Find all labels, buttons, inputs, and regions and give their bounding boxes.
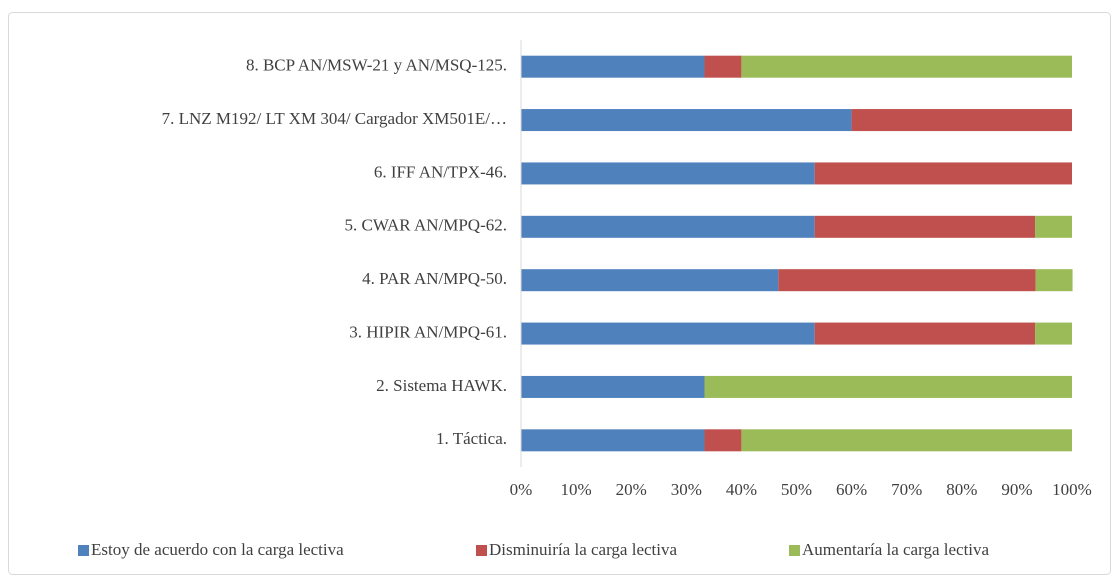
legend-swatch (789, 545, 800, 556)
bar-segment (741, 55, 1072, 78)
bar-segment (1035, 322, 1072, 345)
legend-swatch (78, 545, 89, 556)
bar-segment (521, 162, 815, 185)
x-tick-label: 30% (671, 480, 702, 499)
bar-segment (521, 215, 815, 238)
legend-label: Aumentaría la carga lectiva (802, 540, 990, 559)
x-tick-label: 90% (1001, 480, 1032, 499)
legend-swatch (476, 545, 487, 556)
x-tick-label: 60% (836, 480, 867, 499)
bar-segment (521, 269, 779, 292)
x-tick-label: 80% (946, 480, 977, 499)
bar-segment (778, 269, 1036, 292)
y-tick-label: 6. IFF AN/TPX-46. (374, 162, 507, 181)
x-tick-label: 70% (891, 480, 922, 499)
legend-label: Disminuiría la carga lectiva (489, 540, 677, 559)
bar-segment (814, 322, 1036, 345)
bar-segment (521, 109, 852, 132)
bar-segment (1035, 215, 1072, 238)
bar-segment (704, 429, 742, 452)
bar-segment (704, 375, 1072, 398)
y-tick-label: 7. LNZ M192/ LT XM 304/ Cargador XM501E/… (162, 109, 507, 128)
bar-segment (521, 375, 705, 398)
y-tick-label: 8. BCP AN/MSW-21 y AN/MSQ-125. (246, 56, 507, 75)
y-tick-label: 1. Táctica. (436, 429, 507, 448)
bar-segment (521, 429, 705, 452)
x-tick-label: 0% (510, 480, 533, 499)
bar-segment (521, 322, 815, 345)
bar-segment (814, 162, 1072, 185)
y-tick-label: 4. PAR AN/MPQ-50. (362, 269, 507, 288)
x-tick-label: 100% (1052, 480, 1092, 499)
x-tick-label: 50% (781, 480, 812, 499)
chart-border (8, 12, 1111, 575)
y-tick-label: 5. CWAR AN/MPQ-62. (345, 216, 507, 235)
bar-segment (1035, 269, 1073, 292)
bar-segment (814, 215, 1036, 238)
x-tick-label: 10% (561, 480, 592, 499)
y-tick-label: 3. HIPIR AN/MPQ-61. (349, 322, 507, 341)
x-tick-label: 40% (726, 480, 757, 499)
legend-label: Estoy de acuerdo con la carga lectiva (91, 540, 344, 559)
bar-segment (851, 109, 1072, 132)
bar-segment (521, 55, 705, 78)
x-tick-label: 20% (616, 480, 647, 499)
y-tick-label: 2. Sistema HAWK. (376, 376, 507, 395)
bar-segment (741, 429, 1072, 452)
bar-segment (704, 55, 742, 78)
